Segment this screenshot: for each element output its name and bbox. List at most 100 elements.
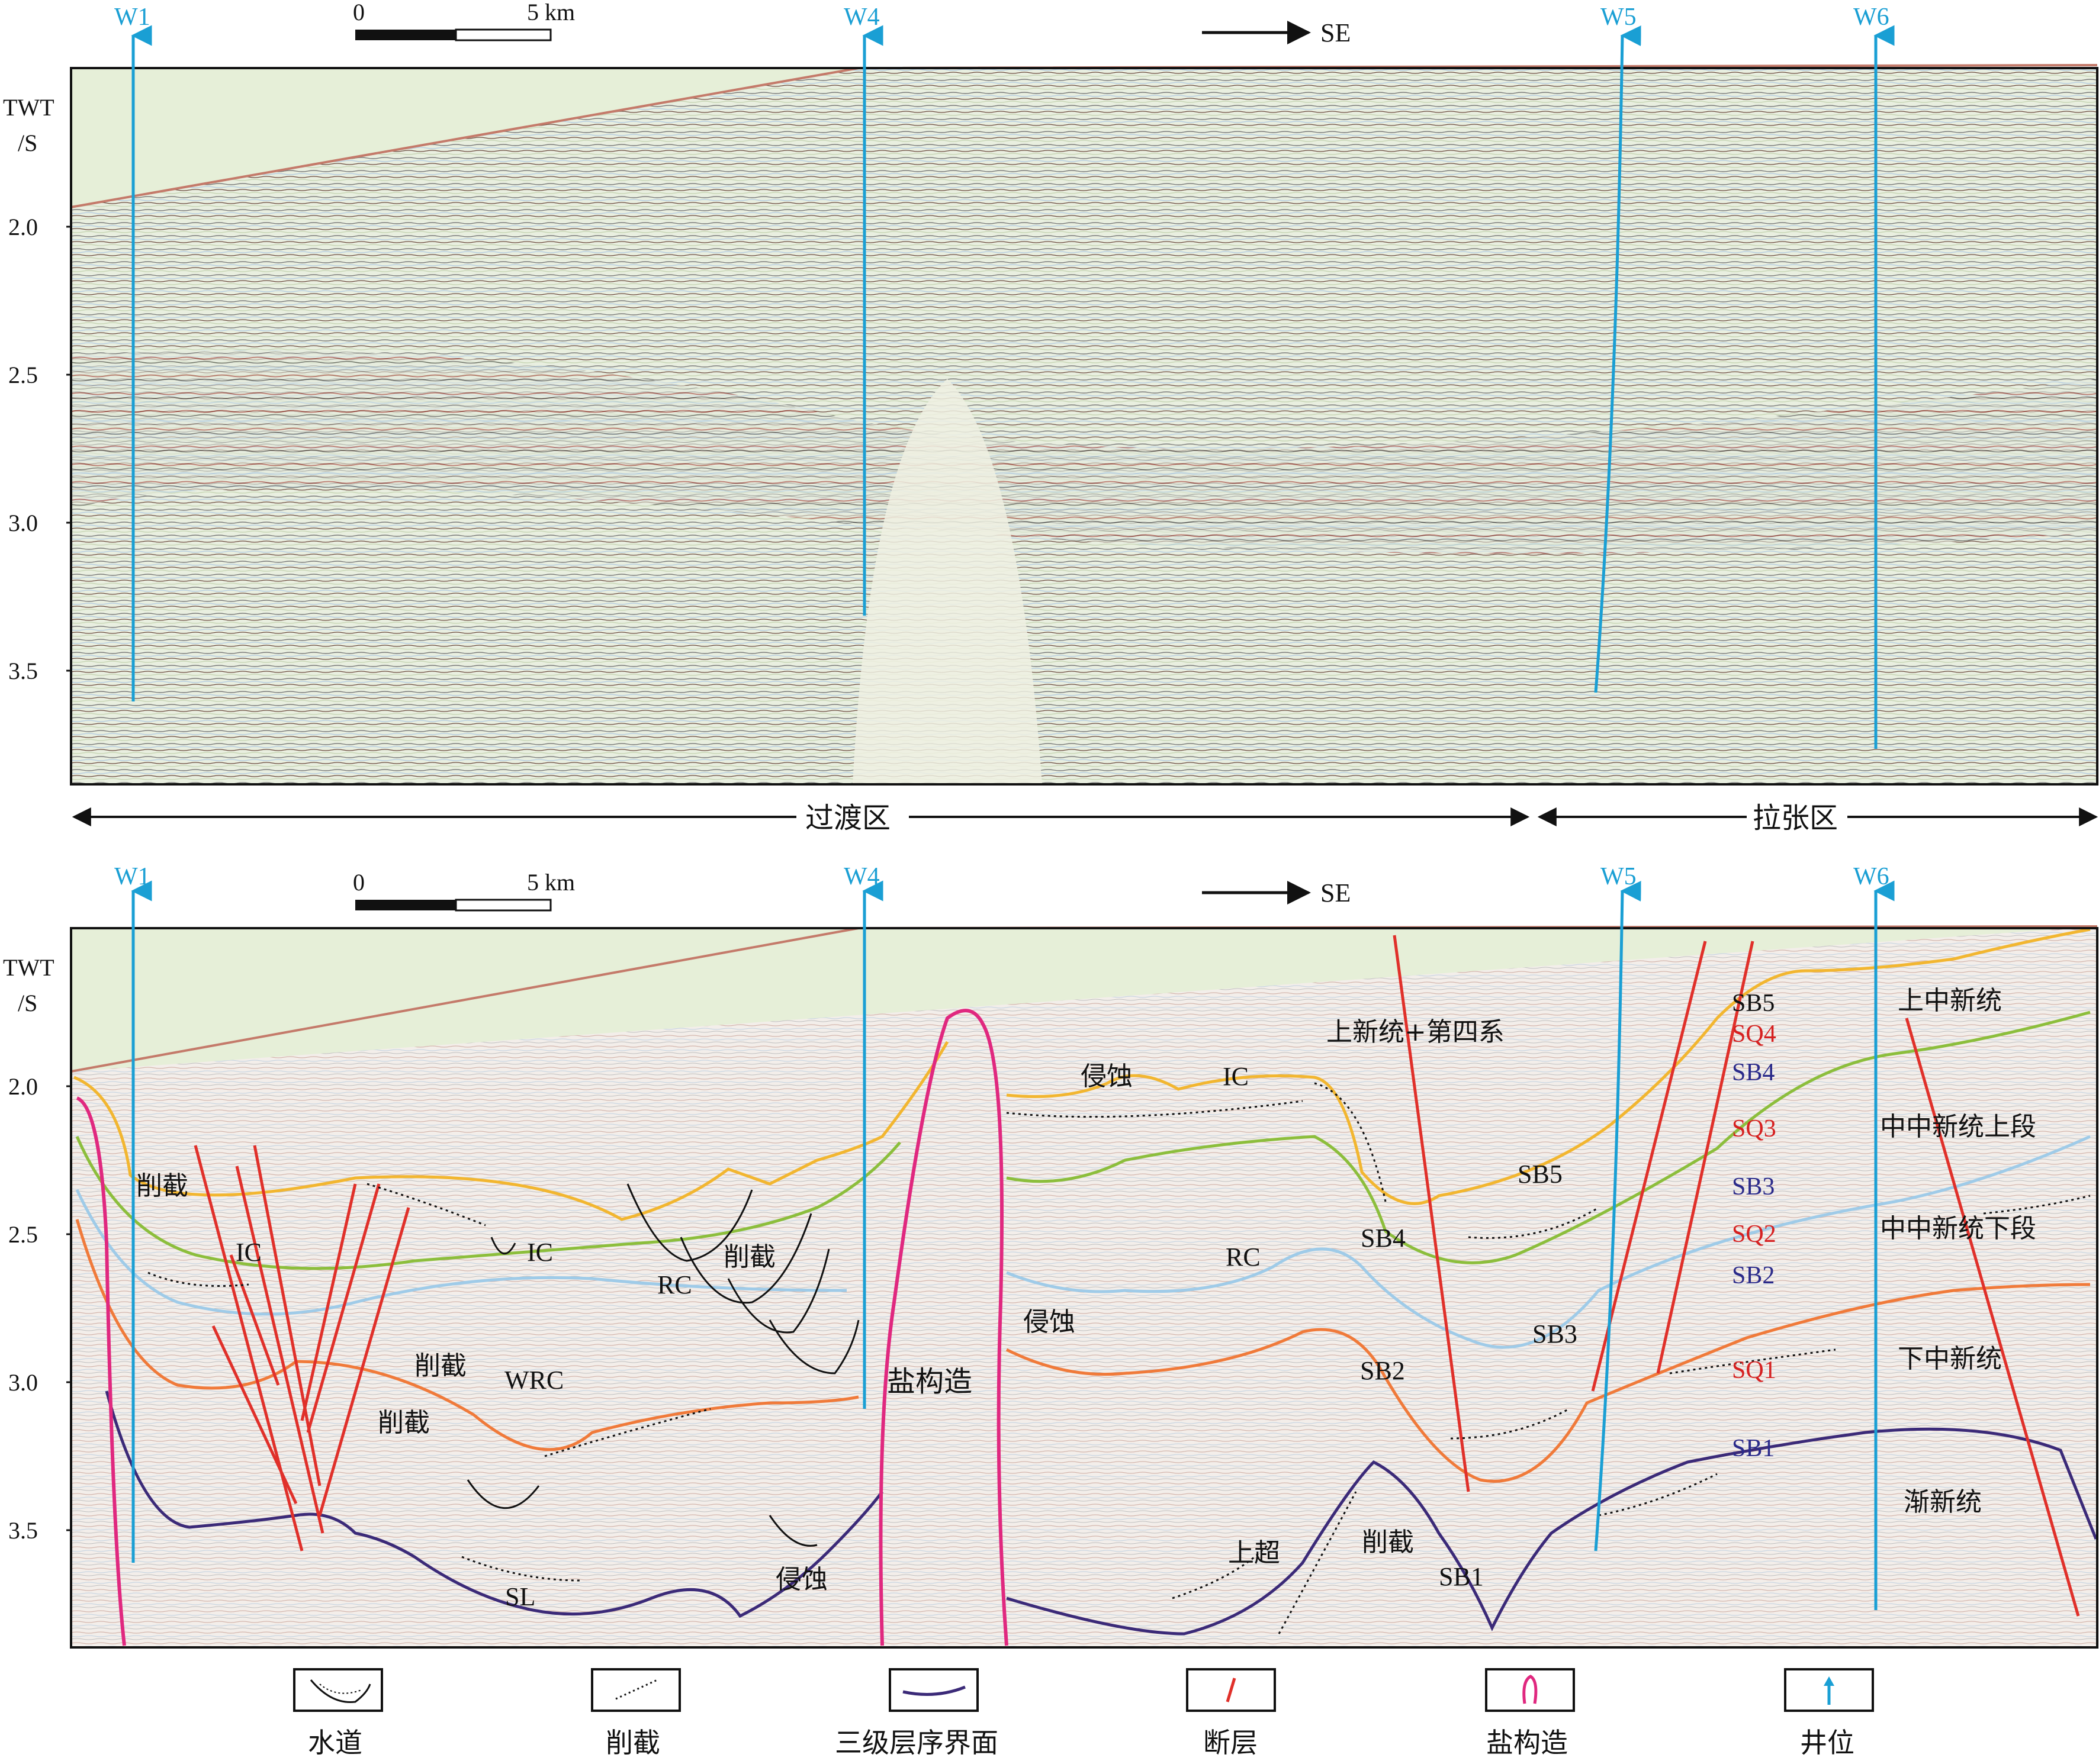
bottom-well-label-w6: W6: [1853, 863, 1889, 890]
annotation-text: 上超: [1228, 1538, 1280, 1568]
annotation-text: 削截: [1362, 1527, 1414, 1557]
bottom-tick-label: 3.0: [8, 1369, 38, 1396]
channel-marks: [467, 1183, 860, 1547]
bottom-scale-end: 5 km: [527, 869, 575, 896]
bottom-tick-label: 2.0: [8, 1073, 38, 1100]
bottom-well-label-w4: W4: [844, 863, 880, 890]
bottom-seismic-section: [71, 928, 2097, 1647]
top-direction-label: SE: [1320, 18, 1351, 47]
annotation-text: IC: [527, 1238, 553, 1267]
annotation-text: RC: [1226, 1242, 1261, 1272]
annotation-text: 削截: [378, 1408, 430, 1438]
top-axis-title-2: /S: [18, 130, 37, 156]
stratigraphy-label: 中中新统上段: [1880, 1112, 2036, 1142]
sequence-label: SQ3: [1732, 1115, 1776, 1142]
annotation-text: RC: [657, 1270, 692, 1299]
top-well-label-w1: W1: [114, 4, 150, 31]
well-icon: [1824, 1676, 1834, 1705]
sequence-label: SB3: [1732, 1173, 1775, 1200]
annotation-text: IC: [1223, 1062, 1249, 1091]
fault-icon: [1226, 1678, 1236, 1702]
top-tick-label: 2.0: [8, 214, 38, 240]
stratigraphy-column: 上中新统 中中新统上段 中中新统下段 下中新统 渐新统: [1880, 986, 2036, 1517]
annotation-group: 削截 IC IC RC 削截 削截 削截 WRC SL 侵蚀 盐构造 侵蚀 IC…: [136, 1017, 1577, 1611]
stratigraphy-label: 渐新统: [1904, 1487, 1982, 1517]
sequence-label: SB4: [1732, 1059, 1775, 1086]
horizon-sb1: [105, 1390, 2098, 1636]
sequence-label: SB1: [1732, 1435, 1775, 1462]
bottom-well-label-w1: W1: [114, 863, 150, 890]
top-tick-label: 3.0: [8, 510, 38, 536]
bottom-well-label-w5: W5: [1600, 863, 1637, 890]
bottom-water-column: [71, 926, 2097, 1071]
zone-bar: 过渡区 拉张区: [72, 799, 2098, 835]
bottom-scale-bar: 0 5 km: [353, 869, 575, 912]
annotation-text: IC: [236, 1238, 262, 1267]
sequence-label: SQ2: [1732, 1221, 1776, 1248]
salt-structure-icon: [1522, 1675, 1538, 1704]
sequence-label: SB5: [1732, 990, 1775, 1017]
top-well-label-w6: W6: [1853, 4, 1889, 31]
bottom-well-w5: [1594, 880, 1641, 1551]
annotation-text: 侵蚀: [1081, 1061, 1133, 1092]
top-scale-bar: 0 5 km: [353, 0, 575, 41]
annotation-text: SB3: [1532, 1319, 1577, 1348]
sequence-label: SB2: [1732, 1262, 1775, 1289]
channel-icon: [310, 1679, 371, 1704]
legend-label: 断层: [1203, 1727, 1258, 1759]
truncation-icon: [615, 1679, 658, 1700]
top-panel: TWT /S 2.0 2.5 3.0 3.5 W1 W4 W5 W6 0 5 k…: [3, 0, 2098, 786]
stratigraphy-label: 中中新统下段: [1880, 1213, 2036, 1244]
annotation-text: 削截: [136, 1171, 188, 1201]
bottom-tick-label: 2.5: [8, 1221, 38, 1248]
legend-item: 三级层序界面: [835, 1668, 998, 1759]
annotation-text: 削截: [414, 1351, 467, 1381]
top-salt-diapir: [853, 379, 1042, 784]
annotation-text: 侵蚀: [1023, 1307, 1075, 1337]
legend-item: 盐构造: [1485, 1668, 1575, 1759]
top-tick-label: 3.5: [8, 658, 38, 684]
annotation-text: 削截: [724, 1242, 776, 1272]
annotation-text: SL: [505, 1582, 535, 1611]
salt-structure-outline: [76, 1009, 1008, 1646]
top-axis-title-1: TWT: [3, 94, 54, 121]
top-reflector-band: [71, 350, 2097, 554]
stratigraphy-label: 下中新统: [1898, 1344, 2002, 1374]
legend-item: 井位: [1784, 1668, 1874, 1759]
sequence-column: SB5 SQ4 SB4 SQ3 SB3 SQ2 SB2 SQ1 SB1: [1732, 990, 1776, 1462]
bottom-scale-zero: 0: [353, 869, 365, 896]
annotation-text: SB2: [1360, 1356, 1405, 1385]
top-scale-zero: 0: [353, 0, 365, 25]
bottom-panel: TWT /S 2.0 2.5 3.0 3.5 W1 W4 W5 W6 0 5 k…: [3, 863, 2098, 1649]
horizon-sb5-right: [1006, 928, 2091, 1205]
stratigraphy-label: 上中新统: [1898, 986, 2002, 1016]
legend: 水道 削截 三级层序界面 断层 盐构造 井位: [293, 1668, 1874, 1759]
bottom-axis-title-2: /S: [18, 990, 37, 1016]
legend-item: 断层: [1186, 1668, 1276, 1759]
top-well-label-w5: W5: [1600, 4, 1637, 31]
bottom-axis-title-1: TWT: [3, 954, 54, 981]
legend-label: 削截: [606, 1727, 660, 1759]
top-tick-label: 2.5: [8, 362, 38, 388]
annotation-text: SB5: [1518, 1160, 1563, 1189]
zone-transition-label: 过渡区: [805, 801, 891, 835]
horizon-sb4: [75, 1010, 2091, 1270]
top-scale-end: 5 km: [527, 0, 575, 25]
annotation-text: 盐构造: [887, 1365, 972, 1398]
annotation-text: WRC: [504, 1366, 564, 1395]
annotation-text: SB1: [1439, 1562, 1484, 1591]
legend-item: 削截: [591, 1668, 681, 1759]
legend-label: 盐构造: [1486, 1727, 1568, 1759]
horizon-sb2: [75, 1219, 2091, 1483]
legend-item: 水道: [293, 1668, 383, 1759]
legend-label: 三级层序界面: [835, 1727, 998, 1759]
annotation-text: SB4: [1361, 1224, 1406, 1253]
sequence-label: SQ4: [1732, 1021, 1776, 1048]
annotation-text: 侵蚀: [776, 1565, 828, 1595]
sequence-boundary-icon: [902, 1685, 966, 1696]
sequence-label: SQ1: [1732, 1357, 1776, 1384]
top-well-w5: [1594, 25, 1641, 693]
bottom-direction-label: SE: [1320, 878, 1351, 907]
fault-group: [194, 935, 2080, 1617]
